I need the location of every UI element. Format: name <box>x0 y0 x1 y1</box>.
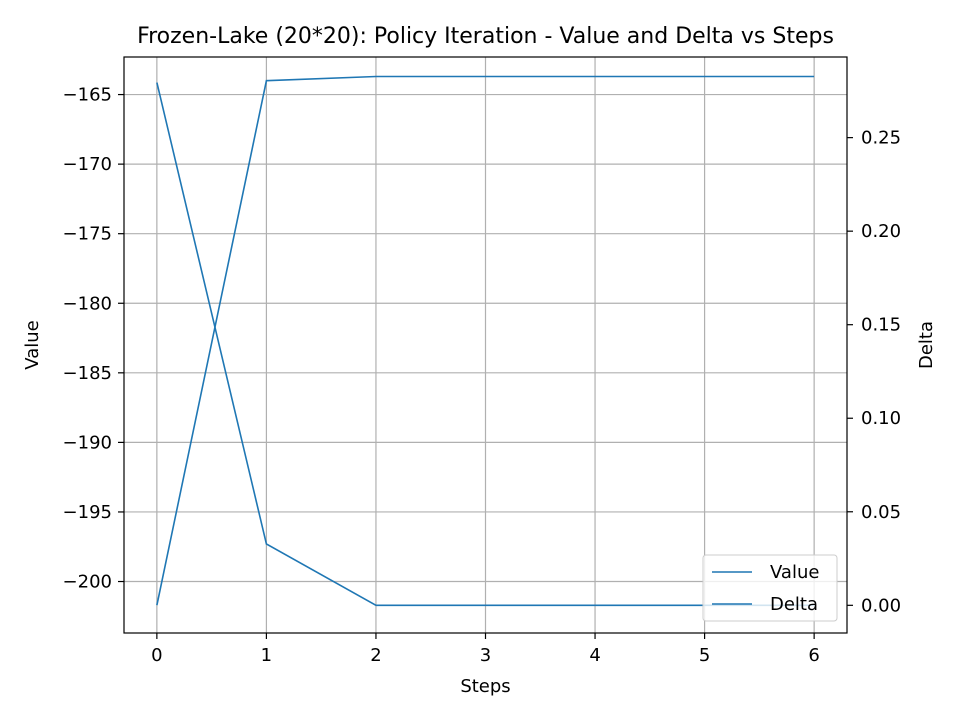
x-ticks: 0 1 2 3 4 5 6 <box>151 633 820 666</box>
x-tick-label: 0 <box>151 645 162 666</box>
chart-title: Frozen-Lake (20*20): Policy Iteration - … <box>137 24 834 49</box>
y-tick-label: −170 <box>63 154 112 175</box>
y2-ticks: 0.00 0.05 0.10 0.15 0.20 0.25 <box>847 128 901 616</box>
y-tick-label: −200 <box>63 572 112 593</box>
grid <box>124 57 847 633</box>
y-tick-label: −180 <box>63 293 112 314</box>
y-tick-label: −190 <box>63 432 112 453</box>
legend-label-delta: Delta <box>770 594 818 615</box>
x-tick-label: 3 <box>480 645 491 666</box>
y-tick-label: −165 <box>63 85 112 106</box>
legend: Value Delta <box>702 554 838 622</box>
y-ticks: −200 −195 −190 −185 −180 −175 −170 −165 <box>63 85 124 593</box>
legend-label-value: Value <box>770 562 819 583</box>
x-tick-label: 6 <box>808 645 819 666</box>
x-tick-label: 4 <box>589 645 600 666</box>
x-axis-label: Steps <box>460 676 510 697</box>
y2-tick-label: 0.15 <box>861 315 901 336</box>
x-tick-label: 5 <box>699 645 710 666</box>
x-tick-label: 1 <box>261 645 272 666</box>
y2-tick-label: 0.25 <box>861 128 901 149</box>
y2-tick-label: 0.05 <box>861 502 901 523</box>
y2-tick-label: 0.20 <box>861 221 901 242</box>
y2-axis-label: Delta <box>916 321 937 369</box>
y2-tick-label: 0.10 <box>861 408 901 429</box>
y2-tick-label: 0.00 <box>861 595 901 616</box>
y-tick-label: −195 <box>63 502 112 523</box>
x-tick-label: 2 <box>370 645 381 666</box>
series-line-value <box>156 75 815 606</box>
y-axis-label: Value <box>22 320 43 369</box>
y-tick-label: −185 <box>63 363 112 384</box>
y-tick-label: −175 <box>63 224 112 245</box>
